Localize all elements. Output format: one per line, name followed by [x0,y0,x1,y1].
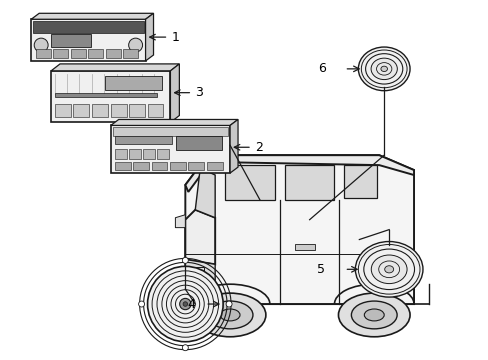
Ellipse shape [380,66,386,72]
Bar [207,162,223,170]
Ellipse shape [194,293,265,337]
Bar [51,34,91,47]
Ellipse shape [338,293,409,337]
Polygon shape [31,13,153,19]
Polygon shape [284,165,334,200]
Bar [115,136,172,144]
Bar [88,49,102,58]
Text: 6: 6 [317,62,325,75]
Text: 5: 5 [316,263,324,276]
Polygon shape [200,155,413,175]
Polygon shape [111,120,238,125]
Text: 3: 3 [195,86,203,99]
Bar [157,149,169,159]
Ellipse shape [384,266,393,273]
Bar [115,162,130,170]
Ellipse shape [351,301,396,329]
Polygon shape [175,215,185,228]
Ellipse shape [358,47,409,91]
Circle shape [128,38,142,52]
Ellipse shape [207,301,252,329]
Ellipse shape [355,242,422,297]
Text: 1: 1 [171,31,179,44]
Polygon shape [185,165,202,192]
Bar [36,49,51,58]
Polygon shape [170,64,179,122]
Bar [115,149,126,159]
Bar [51,71,170,122]
Bar [111,125,230,173]
Bar [31,19,145,61]
Ellipse shape [364,309,384,321]
Bar [104,76,162,90]
Bar [128,104,144,117]
Circle shape [182,257,188,264]
Bar [128,149,141,159]
Ellipse shape [220,309,240,321]
Circle shape [183,302,187,306]
Bar [73,104,89,117]
Bar [122,49,137,58]
Bar [33,21,143,33]
Bar [53,49,68,58]
Bar [113,127,227,136]
Bar [170,162,186,170]
Text: 2: 2 [254,141,262,154]
Bar [188,162,204,170]
Circle shape [182,345,188,351]
Ellipse shape [370,255,406,284]
Bar [151,162,167,170]
Circle shape [34,38,48,52]
Bar [92,104,107,117]
Bar [176,136,221,150]
Polygon shape [185,155,413,304]
Bar [55,104,71,117]
Polygon shape [51,64,179,71]
Bar [71,49,86,58]
Text: 4: 4 [187,297,195,311]
Bar [147,104,163,117]
Bar [105,49,121,58]
Bar [111,104,126,117]
Circle shape [147,266,223,342]
Polygon shape [344,165,376,198]
Bar [142,149,154,159]
Circle shape [225,301,232,307]
Ellipse shape [370,58,397,80]
Polygon shape [145,13,153,61]
Bar [132,162,148,170]
Polygon shape [230,120,238,173]
Bar [186,267,204,281]
Polygon shape [224,165,274,200]
Circle shape [179,298,191,310]
Bar [294,244,314,251]
Bar [55,93,156,98]
Circle shape [138,301,144,307]
Polygon shape [185,210,215,264]
Polygon shape [195,168,215,218]
Polygon shape [185,260,215,294]
